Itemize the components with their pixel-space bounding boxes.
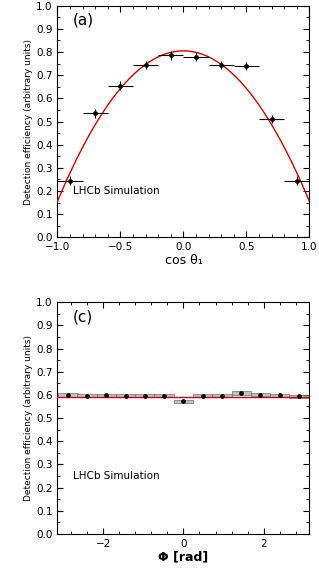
Bar [212, 394, 232, 397]
Bar [154, 394, 174, 398]
Bar [58, 393, 78, 396]
Text: LHCb Simulation: LHCb Simulation [72, 186, 159, 197]
Bar [135, 394, 155, 397]
Y-axis label: Detection efficiency (arbitrary units): Detection efficiency (arbitrary units) [24, 39, 33, 204]
Bar [193, 394, 212, 397]
Bar [97, 394, 116, 397]
Bar [174, 399, 193, 403]
Text: (a): (a) [72, 12, 94, 28]
X-axis label: cos θ₁: cos θ₁ [165, 254, 202, 266]
X-axis label: Φ [rad]: Φ [rad] [158, 550, 209, 563]
Y-axis label: Detection efficiency (arbitrary units): Detection efficiency (arbitrary units) [24, 335, 33, 501]
Bar [116, 394, 135, 397]
Bar [251, 393, 270, 396]
Text: (c): (c) [72, 309, 93, 324]
Bar [232, 391, 251, 395]
Bar [270, 394, 289, 397]
Bar [78, 394, 97, 397]
Bar [289, 395, 308, 398]
Text: LHCb Simulation: LHCb Simulation [72, 471, 159, 481]
